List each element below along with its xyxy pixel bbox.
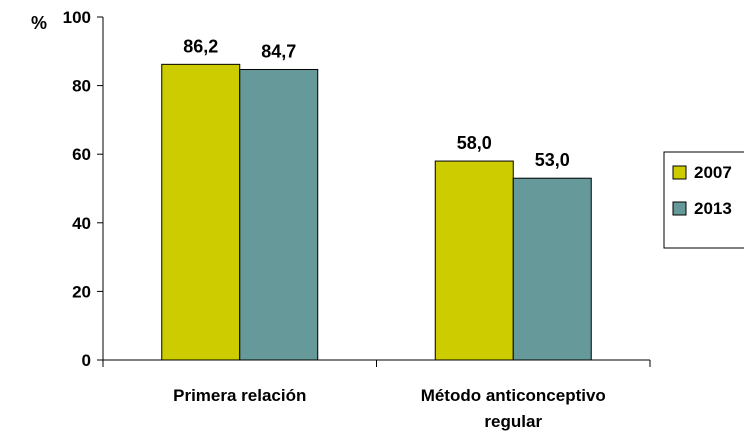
x-category-label: Primera relación	[173, 386, 306, 405]
legend-swatch-2007	[672, 165, 687, 180]
data-label: 84,7	[261, 41, 296, 61]
data-label: 53,0	[535, 150, 570, 170]
y-tick-label: 80	[72, 77, 91, 96]
y-tick-label: 40	[72, 214, 91, 233]
legend-label-2013: 2013	[694, 199, 732, 218]
y-tick-label: 60	[72, 145, 91, 164]
bar-2007-1	[434, 160, 514, 361]
x-category-label: regular	[484, 412, 542, 431]
labels: 86,2 84,7 Primera relación 58,0 53,0 Método a…	[173, 36, 606, 431]
bars	[161, 63, 592, 361]
bar-2013-0	[239, 68, 319, 361]
y-tick-label: 0	[82, 351, 91, 370]
data-label: 86,2	[183, 36, 218, 56]
bar-2007-0	[161, 63, 241, 361]
data-label: 58,0	[457, 133, 492, 153]
legend-label-2007: 2007	[694, 163, 732, 182]
bar-2013-1	[512, 177, 592, 361]
x-category-label: Método anticonceptivo	[421, 386, 606, 405]
y-tick-label: 100	[63, 8, 91, 27]
y-tick-label: 20	[72, 282, 91, 301]
y-unit-label: %	[31, 13, 47, 33]
legend-swatch-2013	[672, 201, 687, 216]
legend: 2007 2013	[663, 151, 744, 249]
axes: 0 20 40 60 80 100%	[31, 8, 651, 370]
